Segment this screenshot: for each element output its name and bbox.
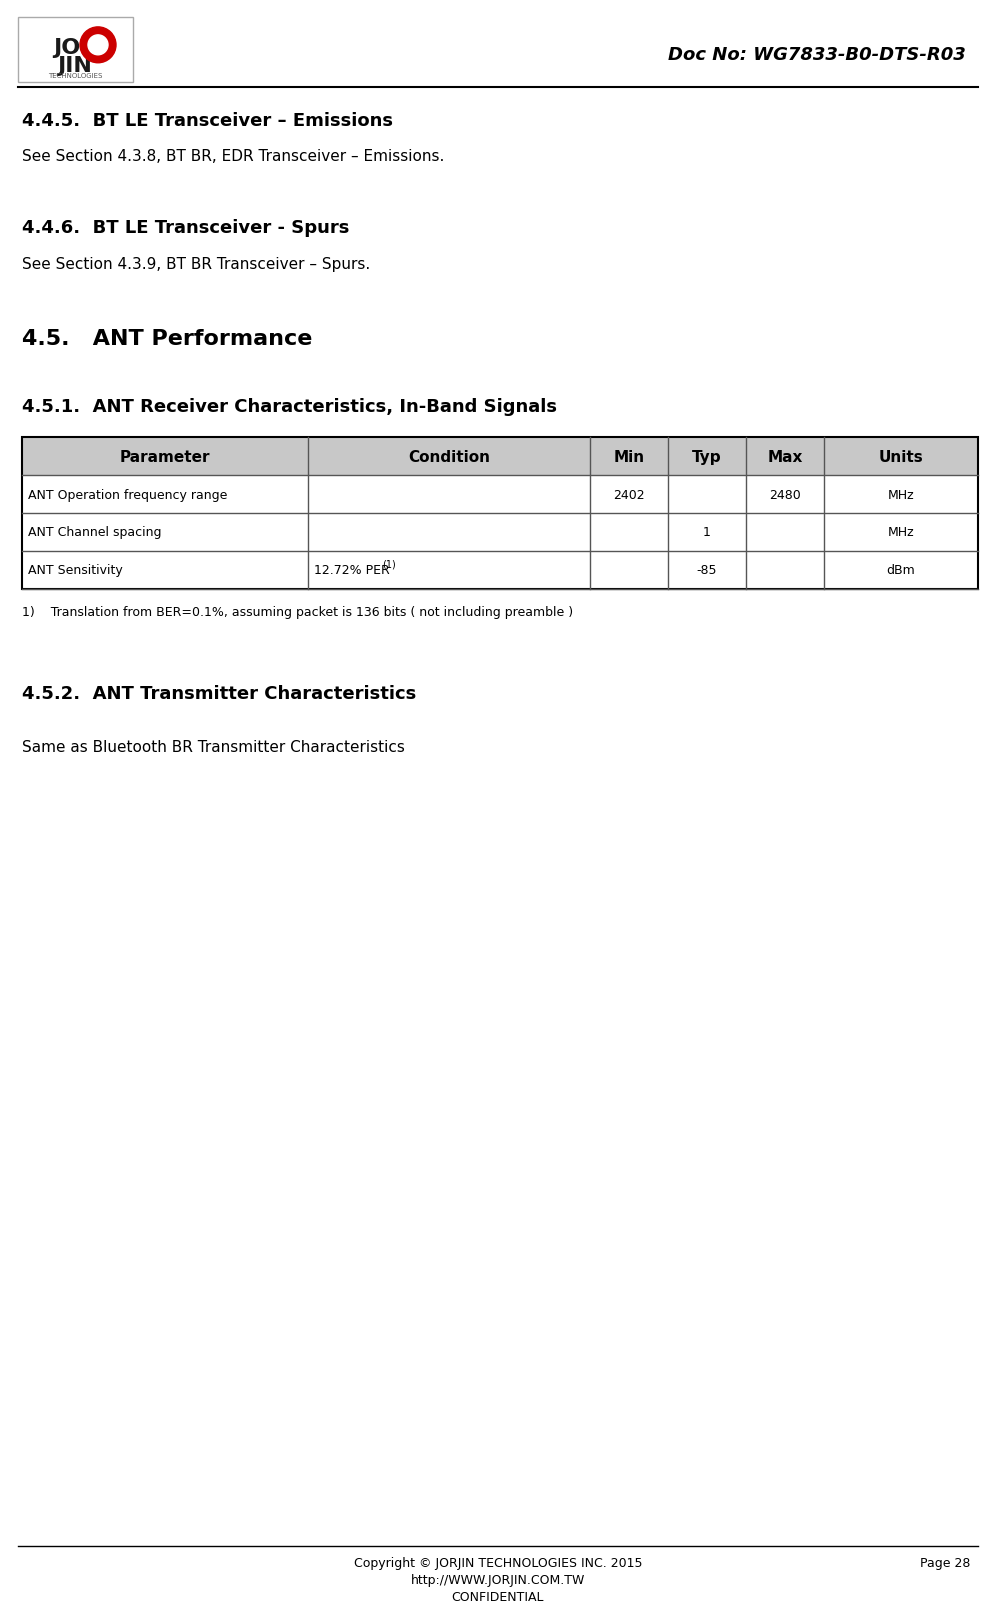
Circle shape	[88, 35, 108, 56]
Text: TECHNOLOGIES: TECHNOLOGIES	[48, 72, 103, 79]
Text: -85: -85	[697, 563, 717, 576]
Bar	[22, 514, 978, 552]
Text: 4.4.5.  BT LE Transceiver – Emissions: 4.4.5. BT LE Transceiver – Emissions	[22, 111, 393, 130]
Bar	[22, 477, 978, 514]
Text: Max: Max	[767, 449, 803, 464]
Text: JIN: JIN	[58, 56, 93, 75]
Bar	[22, 438, 978, 589]
Text: 4.5.2.  ANT Transmitter Characteristics: 4.5.2. ANT Transmitter Characteristics	[22, 685, 416, 703]
Text: Doc No: WG7833-B0-DTS-R03: Doc No: WG7833-B0-DTS-R03	[668, 47, 966, 64]
Text: 4.5.   ANT Performance: 4.5. ANT Performance	[22, 329, 313, 348]
Text: 1)    Translation from BER=0.1%, assuming packet is 136 bits ( not including pre: 1) Translation from BER=0.1%, assuming p…	[22, 605, 573, 618]
Text: See Section 4.3.8, BT BR, EDR Transceiver – Emissions.: See Section 4.3.8, BT BR, EDR Transceive…	[22, 149, 444, 164]
Text: ANT Sensitivity: ANT Sensitivity	[28, 563, 123, 576]
Text: Units: Units	[878, 449, 923, 464]
Text: 1: 1	[703, 526, 711, 539]
Text: 2480: 2480	[769, 488, 801, 501]
Circle shape	[80, 27, 116, 64]
Bar	[22, 438, 978, 477]
FancyBboxPatch shape	[18, 18, 133, 82]
Text: http://WWW.JORJIN.COM.TW: http://WWW.JORJIN.COM.TW	[410, 1573, 586, 1586]
Text: Typ: Typ	[692, 449, 722, 464]
Text: JOR: JOR	[53, 39, 98, 58]
Text: Parameter: Parameter	[120, 449, 210, 464]
Text: See Section 4.3.9, BT BR Transceiver – Spurs.: See Section 4.3.9, BT BR Transceiver – S…	[22, 257, 371, 271]
Text: Min: Min	[614, 449, 644, 464]
Text: 4.4.6.  BT LE Transceiver - Spurs: 4.4.6. BT LE Transceiver - Spurs	[22, 218, 350, 238]
Text: (1): (1)	[382, 560, 395, 570]
Text: Same as Bluetooth BR Transmitter Characteristics: Same as Bluetooth BR Transmitter Charact…	[22, 740, 405, 754]
Text: 12.72% PER: 12.72% PER	[314, 563, 393, 576]
Bar	[22, 552, 978, 589]
Text: MHz: MHz	[887, 526, 914, 539]
Text: ANT Operation frequency range: ANT Operation frequency range	[28, 488, 227, 501]
Text: ANT Channel spacing: ANT Channel spacing	[28, 526, 161, 539]
Text: 4.5.1.  ANT Receiver Characteristics, In-Band Signals: 4.5.1. ANT Receiver Characteristics, In-…	[22, 398, 557, 416]
Text: CONFIDENTIAL: CONFIDENTIAL	[452, 1591, 544, 1603]
Text: 2402: 2402	[614, 488, 644, 501]
Text: Condition: Condition	[408, 449, 490, 464]
Text: MHz: MHz	[887, 488, 914, 501]
Text: Page 28: Page 28	[919, 1557, 970, 1570]
Text: Copyright © JORJIN TECHNOLOGIES INC. 2015: Copyright © JORJIN TECHNOLOGIES INC. 201…	[354, 1557, 642, 1570]
Text: dBm: dBm	[886, 563, 915, 576]
